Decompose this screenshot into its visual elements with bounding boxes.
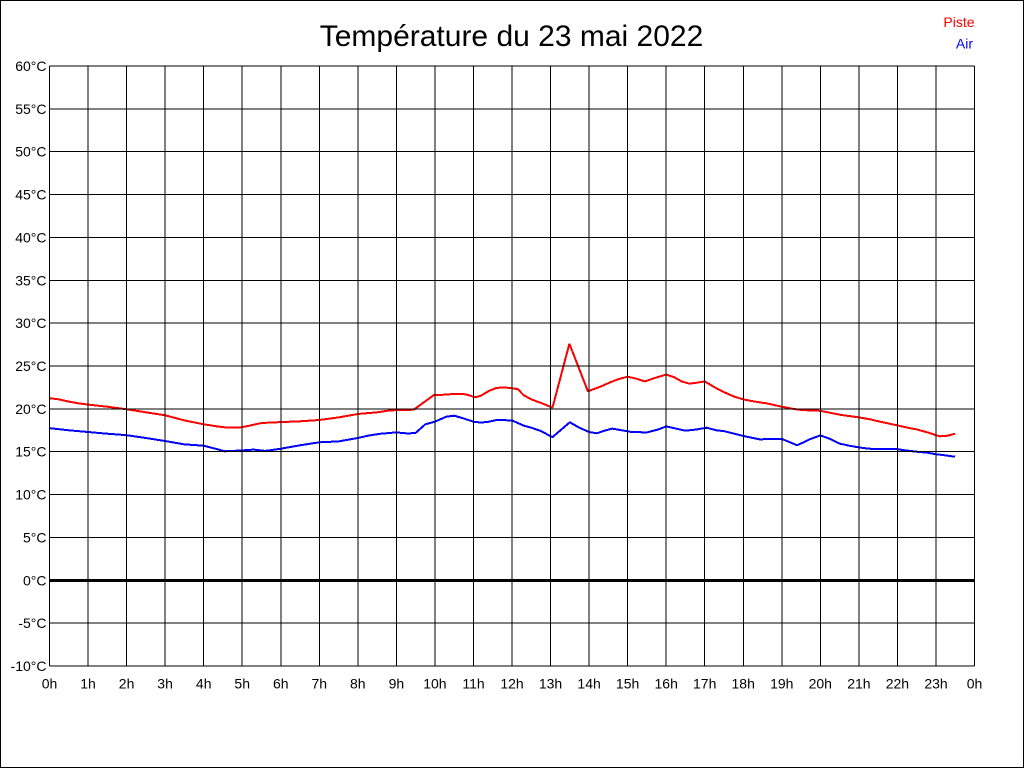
svg-text:8h: 8h <box>350 676 366 692</box>
svg-text:9h: 9h <box>389 676 405 692</box>
svg-text:5°C: 5°C <box>23 529 47 545</box>
svg-text:10h: 10h <box>423 676 446 692</box>
svg-text:0h: 0h <box>42 676 58 692</box>
svg-text:50°C: 50°C <box>15 144 46 160</box>
svg-text:22h: 22h <box>886 676 909 692</box>
svg-text:-5°C: -5°C <box>18 615 46 631</box>
svg-text:17h: 17h <box>693 676 716 692</box>
svg-text:20h: 20h <box>809 676 832 692</box>
svg-text:4h: 4h <box>196 676 212 692</box>
svg-text:3h: 3h <box>157 676 173 692</box>
svg-text:13h: 13h <box>539 676 562 692</box>
svg-text:25°C: 25°C <box>15 358 46 374</box>
svg-text:2h: 2h <box>119 676 135 692</box>
svg-text:21h: 21h <box>847 676 870 692</box>
svg-text:7h: 7h <box>312 676 328 692</box>
svg-text:Température du 23 mai 2022: Température du 23 mai 2022 <box>320 20 704 53</box>
svg-text:60°C: 60°C <box>15 58 46 74</box>
svg-text:1h: 1h <box>80 676 96 692</box>
svg-text:45°C: 45°C <box>15 187 46 203</box>
svg-text:Air: Air <box>956 36 973 52</box>
svg-text:40°C: 40°C <box>15 229 46 245</box>
svg-text:0°C: 0°C <box>23 572 47 588</box>
svg-text:23h: 23h <box>924 676 947 692</box>
svg-text:6h: 6h <box>273 676 289 692</box>
svg-text:5h: 5h <box>234 676 250 692</box>
svg-text:35°C: 35°C <box>15 272 46 288</box>
svg-text:55°C: 55°C <box>15 101 46 117</box>
svg-text:0h: 0h <box>967 676 983 692</box>
svg-text:16h: 16h <box>655 676 678 692</box>
svg-text:18h: 18h <box>732 676 755 692</box>
svg-text:15h: 15h <box>616 676 639 692</box>
svg-text:Piste: Piste <box>943 14 974 30</box>
svg-text:14h: 14h <box>577 676 600 692</box>
svg-text:-10°C: -10°C <box>11 658 47 674</box>
svg-text:12h: 12h <box>500 676 523 692</box>
svg-text:11h: 11h <box>462 676 484 692</box>
svg-text:20°C: 20°C <box>15 401 46 417</box>
svg-text:15°C: 15°C <box>15 444 46 460</box>
svg-text:30°C: 30°C <box>15 315 46 331</box>
svg-text:10°C: 10°C <box>15 487 46 503</box>
svg-text:19h: 19h <box>770 676 793 692</box>
